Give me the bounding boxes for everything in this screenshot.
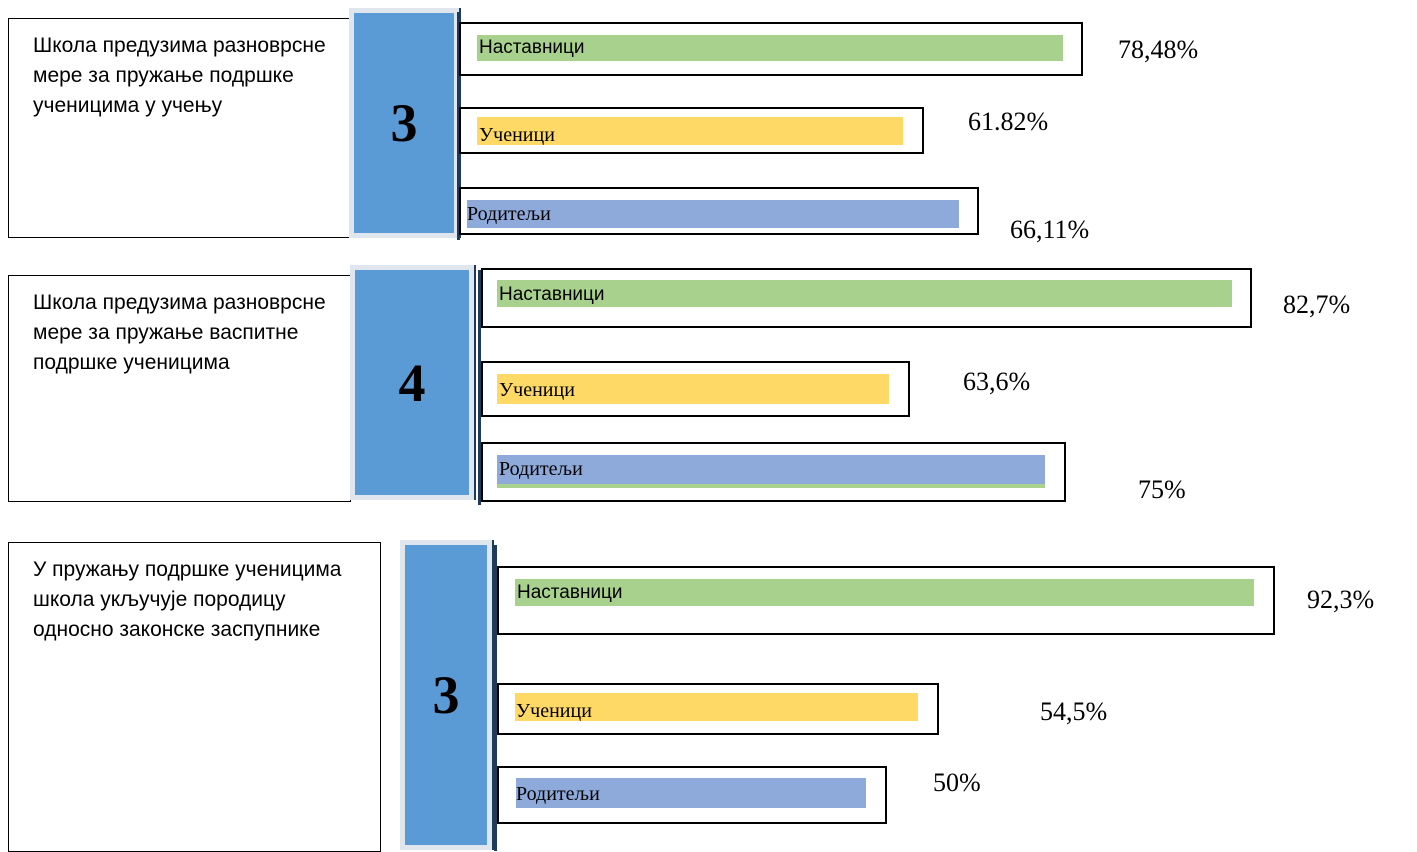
value-label: 66,11% (1010, 215, 1090, 244)
bar-nastavnici (515, 579, 1254, 606)
bar-label: Родитељи (516, 783, 600, 805)
value-label: 61.82% (968, 107, 1049, 136)
value-label: 54,5% (1040, 697, 1108, 726)
axis-line (457, 12, 460, 240)
bar-roditelji (497, 455, 1045, 488)
bar-nastavnici (497, 280, 1232, 307)
indicator-description: Школа предузима разноврсне мере за пружа… (8, 275, 351, 502)
score-box: 3 (349, 8, 459, 238)
bar-roditelji (516, 778, 866, 808)
axis-line (478, 270, 481, 505)
indicator-description: Школа предузима разноврсне мере за пружа… (8, 18, 351, 238)
score-box: 3 (400, 540, 492, 850)
bar-label: Наставници (499, 284, 605, 305)
bar-label: Наставници (517, 582, 623, 603)
value-label: 92,3% (1307, 585, 1375, 614)
bar-roditelji (467, 200, 959, 228)
value-label: 50% (933, 768, 981, 797)
bar-label: Ученици (499, 379, 575, 401)
indicator-description: У пружању подршке ученицима школа укључу… (8, 542, 381, 852)
bar-ucenici (515, 693, 918, 721)
axis-line (494, 545, 497, 851)
bar-label: Родитељи (499, 458, 583, 480)
bar-label: Родитељи (467, 203, 551, 225)
bar-ucenici (477, 117, 903, 145)
value-label: 75% (1138, 475, 1186, 504)
value-label: 82,7% (1283, 290, 1351, 319)
bar-label: Наставници (479, 37, 585, 58)
score-box: 4 (350, 265, 474, 500)
bar-nastavnici (477, 35, 1063, 61)
value-label: 63,6% (963, 367, 1031, 396)
value-label: 78,48% (1118, 35, 1199, 64)
bar-label: Ученици (479, 124, 555, 146)
bar-ucenici (497, 374, 889, 404)
bar-label: Ученици (516, 700, 592, 722)
